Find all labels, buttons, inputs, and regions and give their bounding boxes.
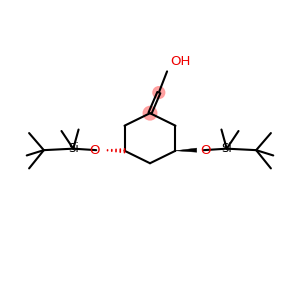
Circle shape (153, 87, 165, 98)
Text: OH: OH (171, 56, 191, 68)
Text: Si: Si (221, 142, 232, 155)
Polygon shape (176, 148, 197, 152)
Text: O: O (89, 144, 100, 157)
Text: O: O (200, 144, 211, 157)
Text: Si: Si (68, 142, 79, 155)
Circle shape (143, 106, 157, 120)
